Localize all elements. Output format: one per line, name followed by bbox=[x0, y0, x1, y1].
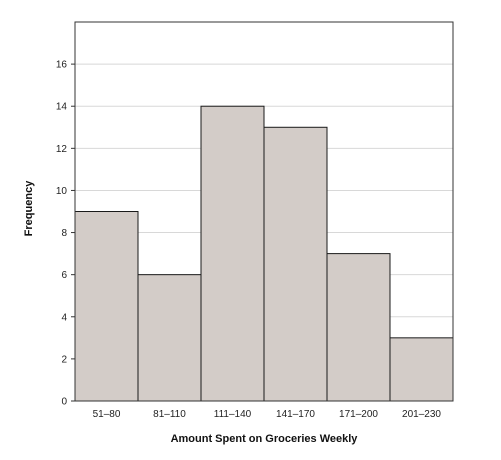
y-axis-ticks: 0 2 4 6 8 10 12 14 16 bbox=[56, 60, 75, 408]
x-tick-label: 111–140 bbox=[214, 409, 252, 420]
histogram-bar bbox=[200, 105, 265, 402]
histogram-bar bbox=[389, 337, 454, 402]
y-tick-label: 16 bbox=[56, 60, 68, 71]
x-tick-label: 81–110 bbox=[153, 409, 186, 420]
histogram-bar bbox=[137, 274, 202, 402]
x-axis-ticks: 51–80 81–110 111–140 141–170 171–200 201–230 bbox=[93, 409, 442, 420]
x-tick-label: 51–80 bbox=[93, 409, 121, 420]
histogram-bar bbox=[326, 253, 391, 402]
y-tick-label: 6 bbox=[61, 270, 67, 281]
y-tick-label: 4 bbox=[61, 312, 67, 323]
y-tick-label: 2 bbox=[61, 354, 67, 365]
x-tick-label: 141–170 bbox=[276, 409, 315, 420]
y-tick-label: 0 bbox=[61, 397, 67, 408]
histogram-bar bbox=[74, 211, 139, 402]
histogram-bar bbox=[263, 126, 328, 402]
y-tick-label: 14 bbox=[56, 102, 68, 113]
y-tick-label: 8 bbox=[61, 228, 67, 239]
x-tick-label: 201–230 bbox=[402, 409, 441, 420]
bars bbox=[74, 105, 454, 402]
plot-frame bbox=[74, 21, 454, 402]
y-axis-title: Frequency bbox=[23, 180, 35, 237]
y-tick-label: 12 bbox=[56, 144, 68, 155]
y-tick-label: 10 bbox=[56, 186, 68, 197]
x-axis-title: Amount Spent on Groceries Weekly bbox=[171, 433, 359, 445]
x-tick-label: 171–200 bbox=[339, 409, 378, 420]
